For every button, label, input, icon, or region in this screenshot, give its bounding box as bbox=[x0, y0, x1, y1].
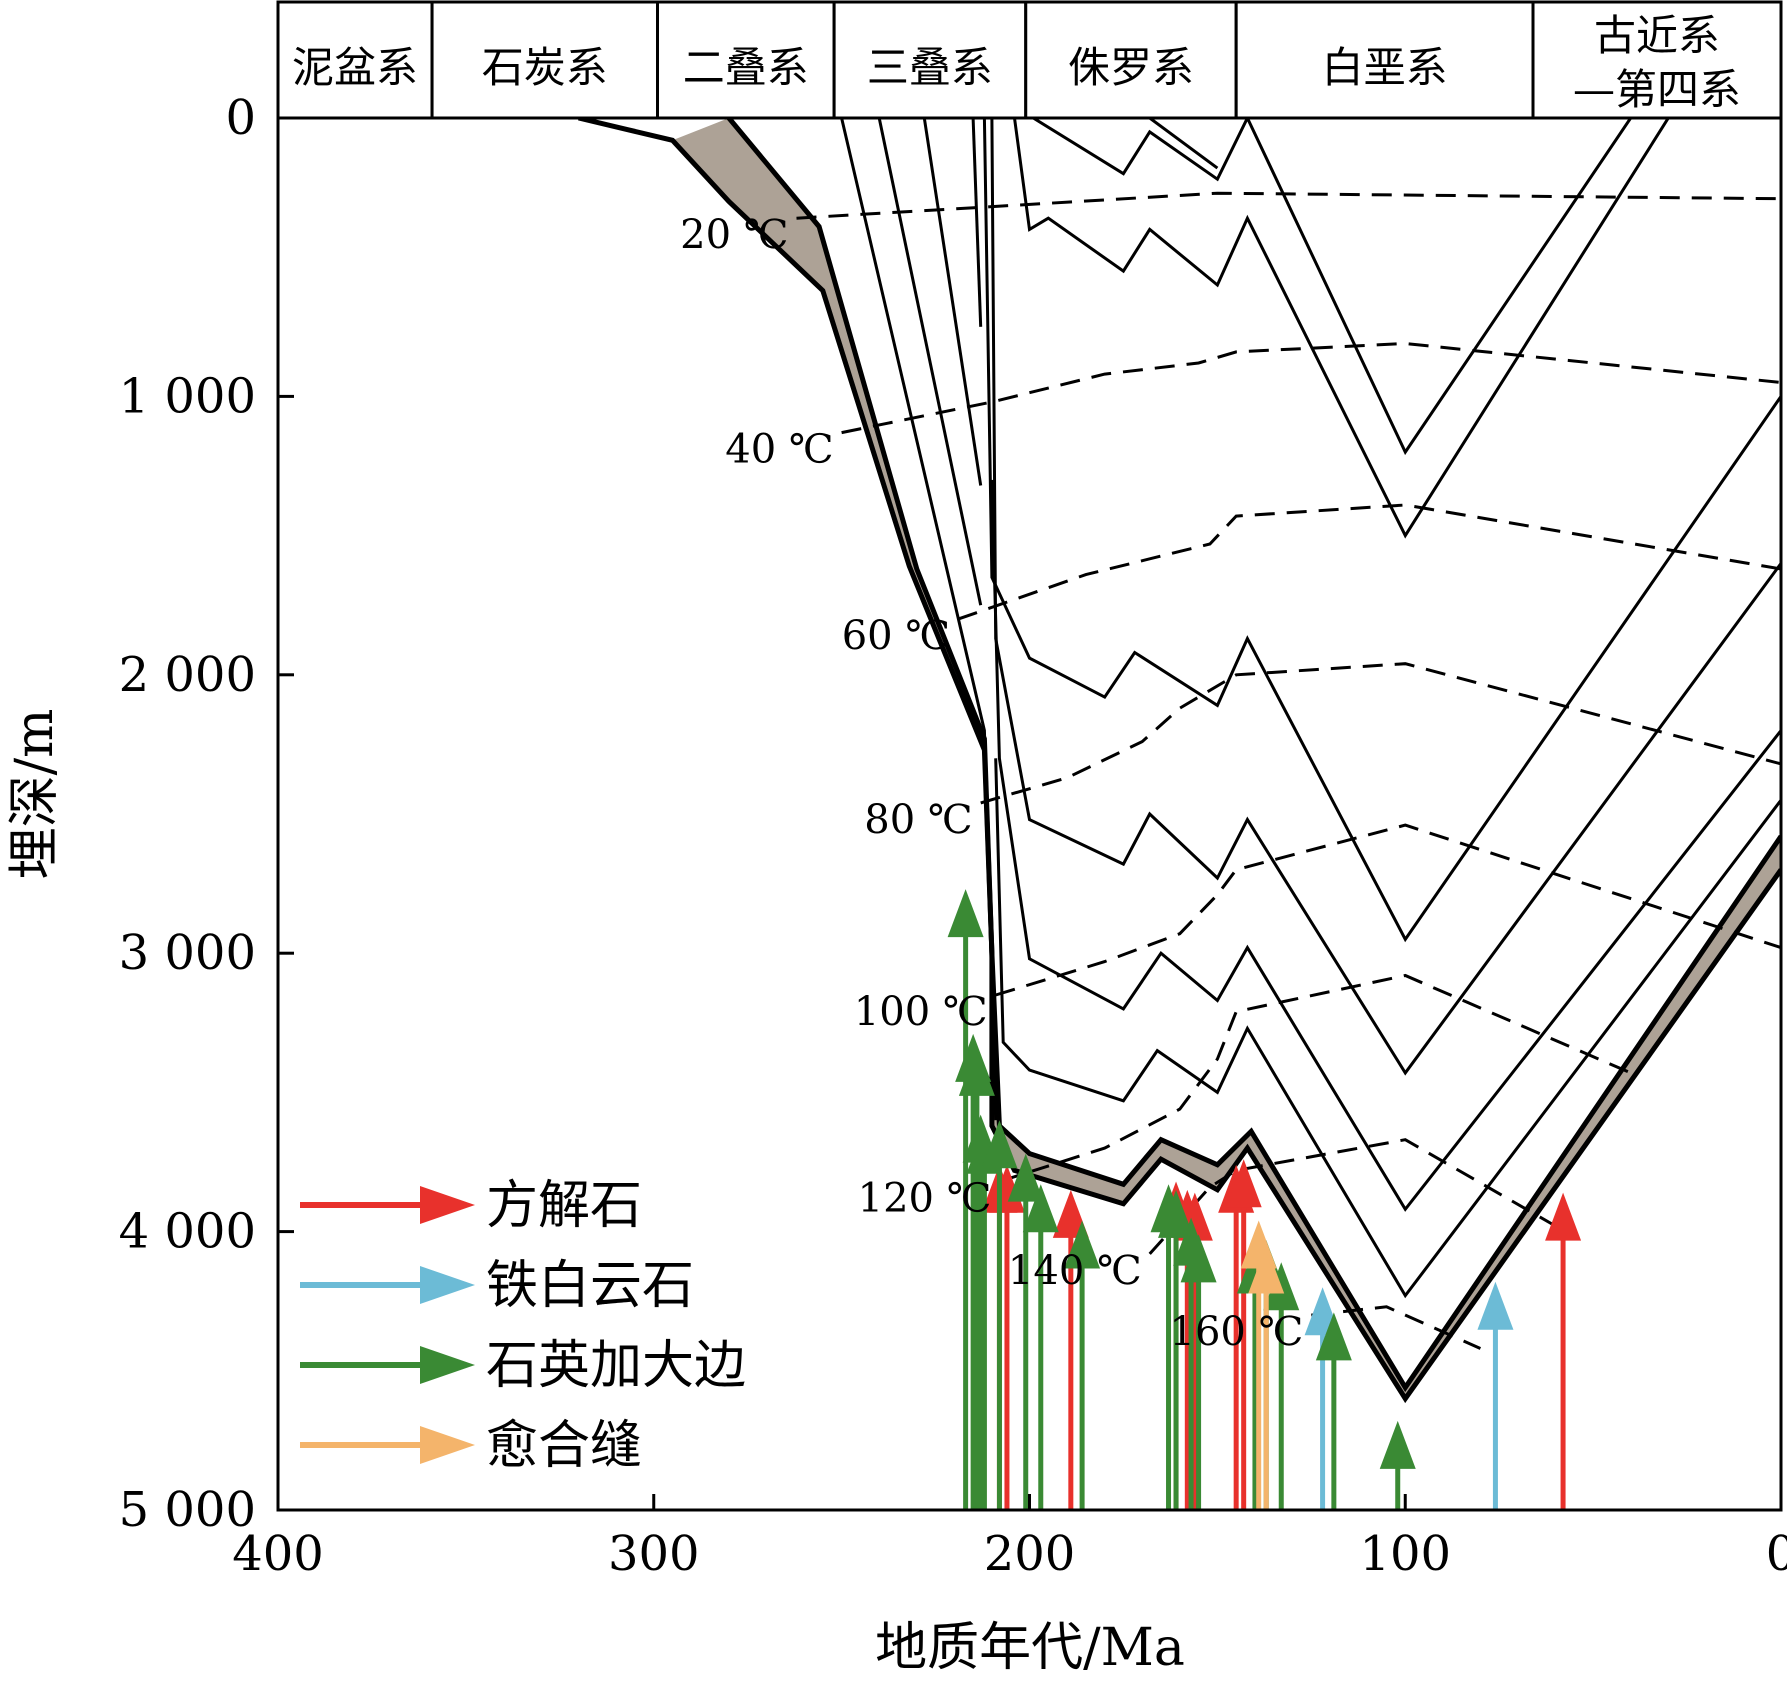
event-arrow bbox=[1315, 1312, 1352, 1510]
legend-entry: 石英加大边 bbox=[300, 1336, 746, 1396]
event-arrow bbox=[1180, 1234, 1217, 1510]
period-cell bbox=[430, 0, 660, 120]
event-arrow bbox=[1225, 1159, 1262, 1510]
y-axis-title: 埋深/m bbox=[5, 709, 65, 880]
event-arrow bbox=[1248, 1245, 1285, 1510]
period-label: 三叠系 bbox=[867, 43, 993, 92]
legend-label: 愈合缝 bbox=[486, 1416, 642, 1476]
event-arrow bbox=[988, 1164, 1025, 1510]
x-tick-label: 0 bbox=[1766, 1526, 1787, 1582]
burial-curve bbox=[726, 118, 1781, 1393]
x-tick-label: 200 bbox=[984, 1526, 1076, 1582]
legend-label: 方解石 bbox=[486, 1176, 642, 1236]
burial-curve bbox=[990, 479, 1781, 1212]
isotherm-labels: 20 ℃ 40 ℃ 60 ℃ 80 ℃ 100 ℃ 120 ℃ 140 ℃ 160 ℃ bbox=[680, 212, 1303, 1355]
x-axis-title: 地质年代/Ma bbox=[875, 1618, 1185, 1678]
isotherm-line bbox=[998, 973, 1632, 1183]
isotherm-label: 60 ℃ bbox=[842, 613, 950, 659]
event-arrow bbox=[1007, 1153, 1044, 1510]
period-label: 石炭系 bbox=[482, 43, 608, 92]
period-cell bbox=[656, 0, 836, 120]
isotherm-line bbox=[980, 662, 1781, 805]
isotherm-line bbox=[841, 341, 1781, 435]
target-layer-band bbox=[672, 118, 1781, 1399]
diagenetic-events bbox=[947, 889, 1582, 1510]
isotherm-line bbox=[957, 503, 1781, 621]
isotherm-label: 80 ℃ bbox=[864, 797, 972, 843]
burial-curve bbox=[994, 758, 1781, 1299]
target-band bbox=[672, 118, 1781, 1399]
burial-curve bbox=[578, 118, 1781, 1404]
period-label: 古近系 bbox=[1594, 11, 1720, 60]
burial-curve bbox=[922, 118, 983, 486]
isotherm-label: 160 ℃ bbox=[1170, 1309, 1304, 1355]
isotherm-line bbox=[995, 823, 1781, 997]
legend-label: 石英加大边 bbox=[486, 1336, 746, 1396]
isotherm-label: 120 ℃ bbox=[858, 1175, 992, 1221]
event-arrow bbox=[1158, 1189, 1195, 1510]
legend-entry: 方解石 bbox=[300, 1176, 642, 1236]
y-tick-label: 2 000 bbox=[119, 647, 256, 703]
y-tick-label: 0 bbox=[225, 90, 256, 146]
burial-curve bbox=[990, 118, 1781, 1076]
period-label: 白垩系 bbox=[1322, 43, 1448, 92]
burial-curve bbox=[877, 118, 983, 606]
burial-curve bbox=[1032, 118, 1632, 456]
isotherms bbox=[796, 191, 1781, 1350]
event-arrow bbox=[1022, 1184, 1059, 1510]
event-arrow bbox=[981, 1120, 1018, 1510]
legend-entry: 铁白云石 bbox=[300, 1256, 694, 1316]
isotherm-label: 140 ℃ bbox=[1008, 1248, 1142, 1294]
burial-curve bbox=[840, 118, 998, 1121]
isotherm-label: 20 ℃ bbox=[680, 212, 788, 258]
event-arrow bbox=[1545, 1192, 1582, 1510]
x-tick-label: 300 bbox=[608, 1526, 700, 1582]
isotherm-label: 40 ℃ bbox=[725, 427, 833, 473]
event-arrow bbox=[1379, 1420, 1416, 1510]
x-tick-label: 400 bbox=[232, 1526, 324, 1582]
burial-curve bbox=[982, 118, 1781, 943]
period-label: 侏罗系 bbox=[1068, 43, 1194, 92]
period-label-line2: —第四系 bbox=[1573, 65, 1741, 114]
y-tick-label: 3 000 bbox=[119, 925, 256, 981]
period-cell bbox=[276, 0, 434, 120]
y-tick-label: 5 000 bbox=[119, 1482, 256, 1538]
event-arrow bbox=[947, 889, 984, 1510]
legend-label: 铁白云石 bbox=[486, 1256, 694, 1316]
legend-entry: 愈合缝 bbox=[300, 1416, 642, 1476]
burial-curve bbox=[1055, 118, 1219, 170]
period-label: 二叠系 bbox=[683, 43, 809, 92]
burial-curve bbox=[1013, 118, 1670, 539]
event-arrow bbox=[1064, 1220, 1101, 1510]
isotherm-line bbox=[796, 191, 1781, 220]
event-arrow bbox=[1052, 1189, 1089, 1510]
plot-area bbox=[578, 118, 1781, 1510]
burial-curve bbox=[971, 118, 983, 327]
period-label: 泥盆系 bbox=[292, 43, 418, 92]
y-tick-label: 1 000 bbox=[119, 368, 256, 424]
event-arrow bbox=[1477, 1281, 1514, 1510]
period-header: 泥盆系 石炭系 二叠系 三叠系 侏罗系 白垩系 古近系 —第四系 bbox=[276, 0, 1783, 120]
x-tick-label: 100 bbox=[1359, 1526, 1451, 1582]
y-tick-label: 4 000 bbox=[119, 1204, 256, 1260]
isotherm-label: 100 ℃ bbox=[854, 989, 988, 1035]
axes: 400 300 200 100 0 0 1 000 2 000 3 000 4 000 5 000 bbox=[119, 90, 1787, 1582]
burial-curves bbox=[578, 118, 1781, 1404]
period-cell bbox=[1234, 0, 1535, 120]
